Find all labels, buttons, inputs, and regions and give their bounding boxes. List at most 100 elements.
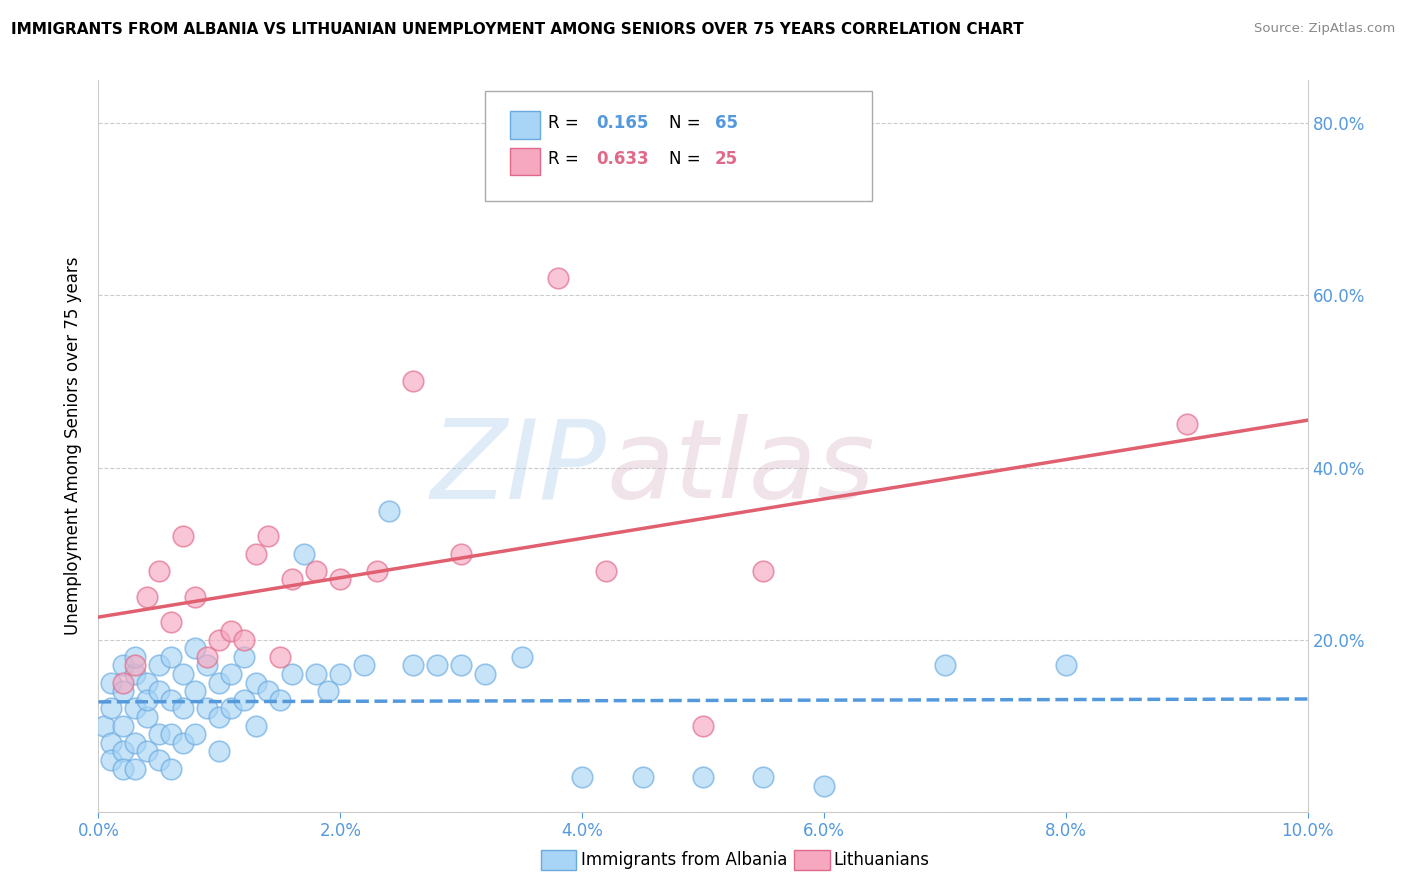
Point: [232, 693, 254, 707]
Point: [281, 573, 304, 587]
Point: [160, 727, 183, 741]
Text: Lithuanians: Lithuanians: [834, 851, 929, 869]
Text: N =: N =: [669, 113, 706, 132]
Point: [184, 590, 207, 604]
Point: [402, 658, 425, 673]
Text: atlas: atlas: [606, 415, 875, 522]
Point: [208, 710, 231, 724]
Text: Immigrants from Albania: Immigrants from Albania: [581, 851, 787, 869]
Point: [195, 649, 218, 664]
Point: [124, 658, 146, 673]
Point: [292, 547, 315, 561]
Point: [111, 744, 134, 758]
Point: [316, 684, 339, 698]
Text: R =: R =: [548, 113, 585, 132]
Point: [692, 770, 714, 784]
Point: [111, 684, 134, 698]
Point: [148, 564, 170, 578]
Point: [450, 547, 472, 561]
Text: 0.633: 0.633: [596, 150, 650, 169]
Point: [184, 641, 207, 656]
Point: [450, 658, 472, 673]
Point: [160, 649, 183, 664]
Point: [377, 503, 399, 517]
Point: [281, 667, 304, 681]
Point: [1054, 658, 1077, 673]
Point: [232, 632, 254, 647]
Point: [160, 762, 183, 776]
Point: [148, 684, 170, 698]
Point: [474, 667, 496, 681]
Y-axis label: Unemployment Among Seniors over 75 years: Unemployment Among Seniors over 75 years: [65, 257, 83, 635]
Point: [208, 744, 231, 758]
Point: [269, 649, 291, 664]
Text: R =: R =: [548, 150, 585, 169]
Text: N =: N =: [669, 150, 706, 169]
Point: [172, 529, 194, 543]
Point: [135, 675, 157, 690]
Point: [752, 770, 775, 784]
Point: [124, 649, 146, 664]
Text: 25: 25: [716, 150, 738, 169]
Point: [329, 573, 352, 587]
Point: [329, 667, 352, 681]
Point: [366, 564, 388, 578]
Point: [232, 649, 254, 664]
Point: [160, 615, 183, 630]
Point: [111, 658, 134, 673]
Point: [221, 667, 243, 681]
FancyBboxPatch shape: [509, 147, 540, 176]
Point: [692, 719, 714, 733]
Point: [111, 675, 134, 690]
Point: [208, 632, 231, 647]
Point: [353, 658, 375, 673]
Point: [631, 770, 654, 784]
Point: [245, 547, 267, 561]
Point: [1175, 417, 1198, 432]
Point: [184, 727, 207, 741]
Point: [595, 564, 617, 578]
Point: [135, 693, 157, 707]
Point: [305, 667, 328, 681]
Point: [135, 590, 157, 604]
Point: [934, 658, 956, 673]
Point: [124, 762, 146, 776]
Point: [195, 701, 218, 715]
Point: [148, 727, 170, 741]
Point: [100, 675, 122, 690]
Point: [813, 779, 835, 793]
Point: [221, 701, 243, 715]
Point: [256, 684, 278, 698]
Point: [100, 701, 122, 715]
Point: [124, 701, 146, 715]
Point: [135, 744, 157, 758]
Point: [245, 675, 267, 690]
Point: [148, 658, 170, 673]
Point: [100, 736, 122, 750]
Point: [752, 564, 775, 578]
FancyBboxPatch shape: [485, 91, 872, 201]
Point: [172, 701, 194, 715]
Point: [195, 658, 218, 673]
Point: [256, 529, 278, 543]
FancyBboxPatch shape: [509, 111, 540, 139]
Text: ZIP: ZIP: [430, 415, 606, 522]
Point: [160, 693, 183, 707]
Point: [172, 667, 194, 681]
Text: IMMIGRANTS FROM ALBANIA VS LITHUANIAN UNEMPLOYMENT AMONG SENIORS OVER 75 YEARS C: IMMIGRANTS FROM ALBANIA VS LITHUANIAN UN…: [11, 22, 1024, 37]
Text: Source: ZipAtlas.com: Source: ZipAtlas.com: [1254, 22, 1395, 36]
Point: [93, 719, 115, 733]
Point: [184, 684, 207, 698]
Point: [111, 719, 134, 733]
Point: [135, 710, 157, 724]
Point: [571, 770, 593, 784]
Point: [547, 271, 569, 285]
Point: [426, 658, 449, 673]
Point: [269, 693, 291, 707]
Point: [208, 675, 231, 690]
Point: [100, 753, 122, 767]
Point: [111, 762, 134, 776]
Point: [402, 375, 425, 389]
Point: [245, 719, 267, 733]
Text: 0.165: 0.165: [596, 113, 650, 132]
